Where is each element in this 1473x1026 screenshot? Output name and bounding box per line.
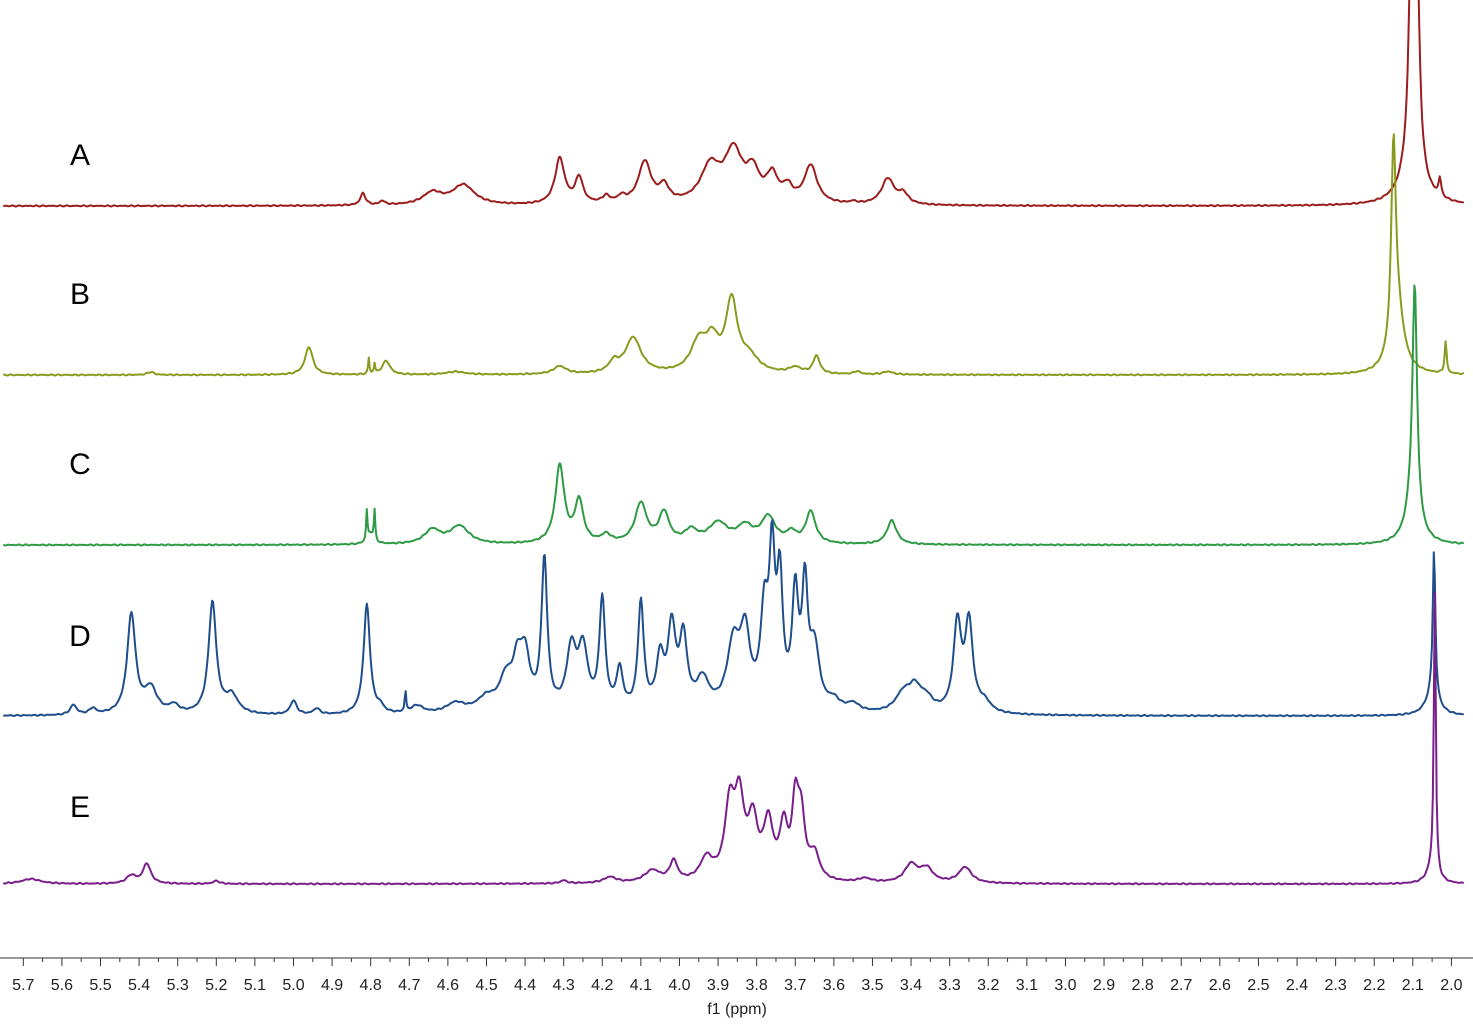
x-tick-label: 3.0 xyxy=(1054,977,1076,994)
x-tick-label: 4.2 xyxy=(591,977,613,994)
x-axis-title: f1 (ppm) xyxy=(707,1001,767,1018)
x-tick-label: 4.0 xyxy=(668,977,690,994)
x-tick-label: 3.7 xyxy=(784,977,806,994)
spectrum-trace-c xyxy=(3,284,1464,547)
x-tick-label: 4.6 xyxy=(437,977,459,994)
x-tick-label: 3.6 xyxy=(823,977,845,994)
series-label-d: D xyxy=(69,620,91,653)
x-tick-label: 5.5 xyxy=(89,977,111,994)
spectrum-trace-d xyxy=(3,519,1464,718)
x-tick-label: 3.2 xyxy=(977,977,999,994)
x-tick-label: 5.0 xyxy=(282,977,304,994)
x-tick-label: 2.7 xyxy=(1170,977,1192,994)
x-tick-label: 5.1 xyxy=(244,977,266,994)
x-tick-label: 4.5 xyxy=(475,977,497,994)
x-tick-label: 3.9 xyxy=(707,977,729,994)
x-tick-label: 4.4 xyxy=(514,977,536,994)
panel-labels: A B C D E xyxy=(69,139,91,824)
series-label-a: A xyxy=(70,139,90,172)
x-tick-label: 2.6 xyxy=(1209,977,1231,994)
x-tick-label: 5.6 xyxy=(51,977,73,994)
x-tick-label: 5.2 xyxy=(205,977,227,994)
x-tick-label: 2.1 xyxy=(1402,977,1424,994)
x-tick-label: 4.9 xyxy=(321,977,343,994)
x-tick-label: 2.8 xyxy=(1132,977,1154,994)
spectrum-trace-e xyxy=(3,591,1464,886)
x-tick-label: 2.2 xyxy=(1363,977,1385,994)
x-tick-label: 5.3 xyxy=(167,977,189,994)
x-tick-label: 2.0 xyxy=(1440,977,1462,994)
x-tick-label: 2.9 xyxy=(1093,977,1115,994)
x-axis: 5.7 5.6 5.5 5.4 5.3 5.2 5.1 5.0 4.9 4.8 4.7 4.6 4.5 4… xyxy=(0,957,1473,1018)
x-tick-label: 3.3 xyxy=(939,977,961,994)
spectrum-traces xyxy=(3,0,1464,886)
x-tick-label: 4.3 xyxy=(553,977,575,994)
x-tick-label: 3.1 xyxy=(1016,977,1038,994)
x-tick-label: 5.7 xyxy=(12,977,34,994)
x-tick-label: 3.8 xyxy=(746,977,768,994)
x-tick-label: 3.4 xyxy=(900,977,922,994)
x-tick-label: 2.3 xyxy=(1325,977,1347,994)
x-tick-label: 4.1 xyxy=(630,977,652,994)
series-label-e: E xyxy=(70,791,90,824)
series-label-c: C xyxy=(69,448,91,481)
x-tick-label: 4.7 xyxy=(398,977,420,994)
x-tick-label: 4.8 xyxy=(360,977,382,994)
x-tick-label: 3.5 xyxy=(861,977,883,994)
x-tick-label: 5.4 xyxy=(128,977,150,994)
x-tick-label: 2.5 xyxy=(1247,977,1269,994)
x-tick-label: 2.4 xyxy=(1286,977,1308,994)
spectrum-trace-a xyxy=(3,0,1464,208)
series-label-b: B xyxy=(70,278,90,311)
spectrum-trace-b xyxy=(3,133,1464,377)
x-axis-ticks: 5.7 5.6 5.5 5.4 5.3 5.2 5.1 5.0 4.9 4.8 4.7 4.6 4.5 4… xyxy=(12,958,1463,994)
